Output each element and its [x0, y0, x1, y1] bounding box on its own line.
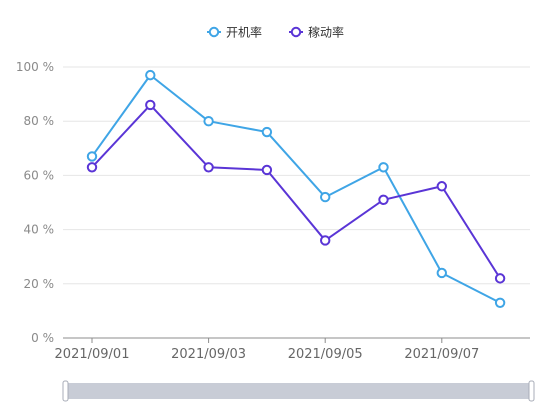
zoom-handle-left[interactable] [62, 380, 69, 402]
data-point[interactable] [494, 297, 506, 308]
legend-label: 开机率 [226, 25, 262, 40]
series-line [91, 74, 502, 304]
data-point[interactable] [261, 126, 273, 138]
x-tick-label: 2021/09/07 [404, 347, 479, 362]
data-point[interactable] [203, 162, 214, 173]
series-1 [86, 69, 506, 308]
axis-layer: 0 % 20 % 40 % 60 % 80 % 100 % 2021/09/01 2021/0… [16, 60, 530, 362]
legend-marker-icon [208, 26, 220, 38]
data-point[interactable] [86, 162, 98, 173]
x-tick-label: 2021/09/03 [171, 347, 246, 362]
data-point[interactable] [145, 69, 156, 81]
data-point[interactable] [320, 235, 331, 246]
legend-item[interactable]: 稼动率 [289, 25, 344, 40]
series-line [91, 103, 502, 280]
zoom-slider-track[interactable] [64, 383, 533, 399]
y-tick-label: 80 % [24, 114, 55, 128]
data-point[interactable] [494, 273, 506, 284]
series-2 [86, 99, 506, 284]
x-tick-label: 2021/09/05 [288, 347, 363, 362]
data-point[interactable] [378, 162, 389, 173]
data-point[interactable] [145, 99, 156, 111]
legend-label: 稼动率 [308, 25, 344, 40]
y-tick-label: 60 % [24, 168, 55, 182]
x-tick-label: 2021/09/01 [55, 347, 130, 362]
data-point[interactable] [203, 116, 214, 127]
data-point[interactable] [86, 151, 98, 162]
data-point[interactable] [261, 164, 273, 176]
data-point[interactable] [436, 181, 447, 192]
series-layer [86, 69, 506, 308]
data-point[interactable] [320, 191, 331, 203]
y-tick-label: 100 % [16, 60, 54, 74]
zoom-slider[interactable] [62, 380, 535, 402]
y-tick-label: 0 % [31, 331, 54, 345]
data-point[interactable] [378, 194, 389, 205]
grid-layer [63, 66, 530, 285]
zoom-handle-right[interactable] [528, 380, 535, 402]
y-tick-label: 20 % [24, 277, 55, 291]
legend[interactable]: 开机率 稼动率 [207, 25, 344, 40]
data-point[interactable] [436, 267, 447, 279]
legend-marker-icon [290, 26, 302, 38]
y-tick-label: 40 % [24, 223, 55, 237]
legend-item[interactable]: 开机率 [207, 25, 262, 40]
